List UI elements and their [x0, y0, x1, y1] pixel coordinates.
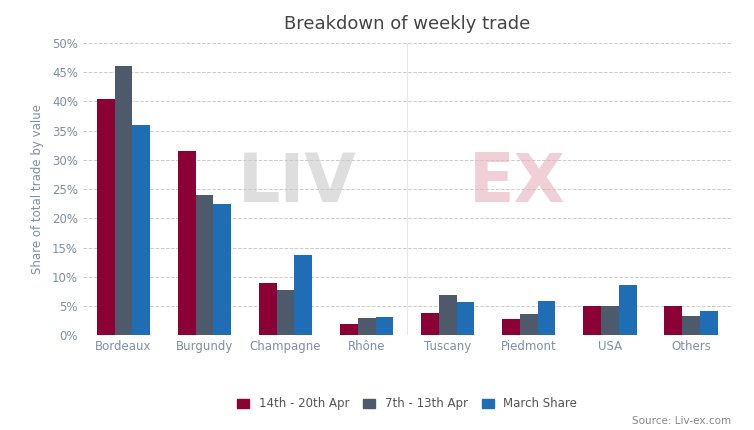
Bar: [195, 195, 213, 335]
Bar: [664, 306, 682, 335]
Legend: 14th - 20th Apr, 7th - 13th Apr, March Share: 14th - 20th Apr, 7th - 13th Apr, March S…: [234, 394, 581, 414]
Text: Source: Liv-ex.com: Source: Liv-ex.com: [633, 416, 731, 426]
Bar: [601, 306, 619, 335]
Bar: [538, 301, 556, 335]
Bar: [520, 314, 538, 335]
Title: Breakdown of weekly trade: Breakdown of weekly trade: [284, 15, 530, 33]
Bar: [277, 290, 295, 335]
Bar: [502, 319, 520, 335]
Bar: [115, 66, 133, 335]
Bar: [421, 313, 439, 335]
Bar: [583, 306, 601, 335]
Bar: [213, 204, 231, 335]
Bar: [682, 316, 700, 335]
Bar: [619, 285, 636, 335]
Y-axis label: Share of total trade by value: Share of total trade by value: [31, 104, 44, 274]
Bar: [259, 283, 277, 335]
Text: LIV: LIV: [238, 150, 357, 216]
Bar: [439, 295, 457, 335]
Bar: [295, 255, 312, 335]
Bar: [457, 302, 474, 335]
Bar: [97, 98, 115, 335]
Bar: [178, 151, 195, 335]
Bar: [133, 125, 150, 335]
Text: EX: EX: [469, 150, 566, 216]
Bar: [340, 324, 357, 335]
Bar: [357, 318, 375, 335]
Bar: [375, 317, 394, 335]
Bar: [700, 311, 718, 335]
